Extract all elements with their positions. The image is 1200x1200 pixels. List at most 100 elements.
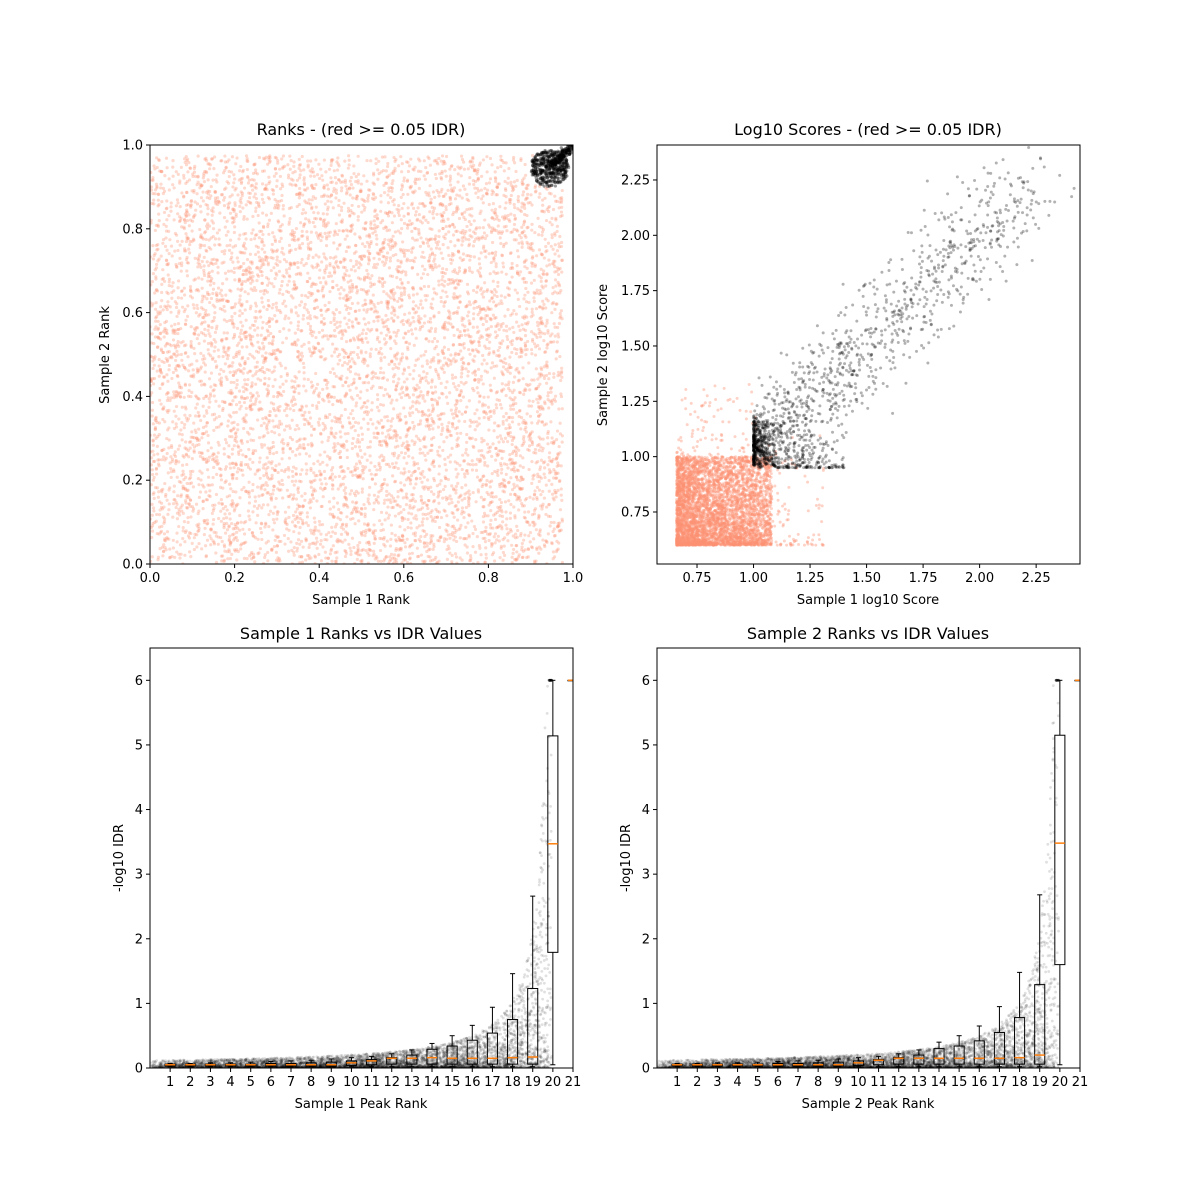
scatter-point — [208, 397, 211, 400]
scatter-point — [272, 445, 275, 448]
scatter-point — [310, 354, 313, 357]
scatter-point — [197, 333, 200, 336]
scatter-point — [523, 294, 526, 297]
scatter-point — [263, 251, 266, 254]
scatter-point — [270, 496, 273, 499]
scatter-point — [500, 294, 503, 297]
scatter-point — [448, 196, 451, 199]
scatter-point — [463, 329, 466, 332]
scatter-point — [447, 254, 450, 257]
scatter-point — [480, 496, 483, 499]
scatter-point — [312, 221, 315, 224]
scatter-point — [468, 176, 471, 179]
scatter-point — [293, 554, 296, 557]
scatter-point — [403, 380, 406, 383]
scatter-point — [229, 517, 232, 520]
y-tick-label: 0.8 — [122, 222, 143, 237]
scatter-point — [363, 401, 366, 404]
scatter-point — [274, 464, 277, 467]
scatter-point — [271, 317, 274, 320]
scatter-point — [468, 353, 471, 356]
scatter-point — [330, 526, 333, 529]
scatter-point — [499, 403, 502, 406]
scatter-point — [429, 164, 432, 167]
scatter-point — [340, 206, 343, 209]
scatter-point — [475, 408, 478, 411]
scatter-point — [223, 196, 226, 199]
scatter-point — [352, 164, 355, 167]
scatter-point — [236, 428, 239, 431]
scatter-point — [327, 187, 330, 190]
scatter-point — [238, 309, 241, 312]
scatter-point — [443, 540, 446, 543]
scatter-point — [163, 458, 166, 461]
scatter-point — [319, 168, 322, 171]
scatter-point — [432, 548, 435, 551]
scatter-point — [475, 469, 478, 472]
scatter-point — [273, 545, 276, 548]
scatter-point — [418, 187, 421, 190]
scatter-point — [421, 470, 424, 473]
scatter-point — [461, 196, 464, 199]
scatter-point — [440, 283, 443, 286]
scatter-point — [317, 421, 320, 424]
scatter-point — [254, 253, 257, 256]
scatter-point — [419, 245, 422, 248]
scatter-point — [455, 555, 458, 558]
scatter-point — [527, 510, 530, 513]
scatter-point — [519, 270, 522, 273]
scatter-point — [306, 316, 309, 319]
scatter-point — [349, 296, 352, 299]
scatter-point — [154, 229, 157, 232]
scatter-point — [511, 262, 514, 265]
scatter-point — [423, 400, 426, 403]
scatter-point — [474, 373, 477, 376]
scatter-point — [412, 293, 415, 296]
scatter-point — [414, 482, 417, 485]
scatter-point — [517, 195, 520, 198]
scatter-point — [319, 543, 322, 546]
scatter-point — [319, 487, 322, 490]
scatter-point — [403, 313, 406, 316]
scatter-point — [348, 360, 351, 363]
scatter-point — [423, 174, 426, 177]
scatter-point — [398, 525, 401, 528]
scatter-point — [333, 187, 336, 190]
scatter-point — [412, 320, 415, 323]
scatter-point — [239, 165, 242, 168]
scatter-point — [248, 196, 251, 199]
scatter-point — [424, 445, 427, 448]
scatter-point — [251, 188, 254, 191]
scatter-point — [338, 475, 341, 478]
scatter-point — [439, 213, 442, 216]
scatter-point — [396, 445, 399, 448]
scatter-point — [211, 358, 214, 361]
scatter-point — [410, 203, 413, 206]
panel1-ylabel: Sample 2 Rank — [98, 306, 113, 404]
scatter-point — [360, 349, 363, 352]
scatter-point — [439, 296, 442, 299]
scatter-point — [212, 389, 215, 392]
scatter-point — [172, 329, 175, 332]
scatter-point — [286, 489, 289, 492]
scatter-point — [213, 243, 216, 246]
scatter-point — [197, 155, 200, 158]
scatter-point — [451, 412, 454, 415]
scatter-point — [301, 242, 304, 245]
scatter-point — [265, 428, 268, 431]
scatter-point — [218, 212, 221, 215]
scatter-point — [310, 481, 313, 484]
scatter-point — [424, 376, 427, 379]
scatter-point — [377, 160, 380, 163]
scatter-point — [393, 557, 396, 560]
scatter-point — [248, 353, 251, 356]
scatter-point — [523, 204, 526, 207]
scatter-point — [357, 356, 360, 359]
scatter-point — [456, 180, 459, 183]
scatter-point — [487, 307, 490, 310]
scatter-point — [236, 539, 239, 542]
scatter-point — [339, 430, 342, 433]
scatter-point — [447, 348, 450, 351]
scatter-point — [166, 452, 169, 455]
scatter-point — [174, 415, 177, 418]
